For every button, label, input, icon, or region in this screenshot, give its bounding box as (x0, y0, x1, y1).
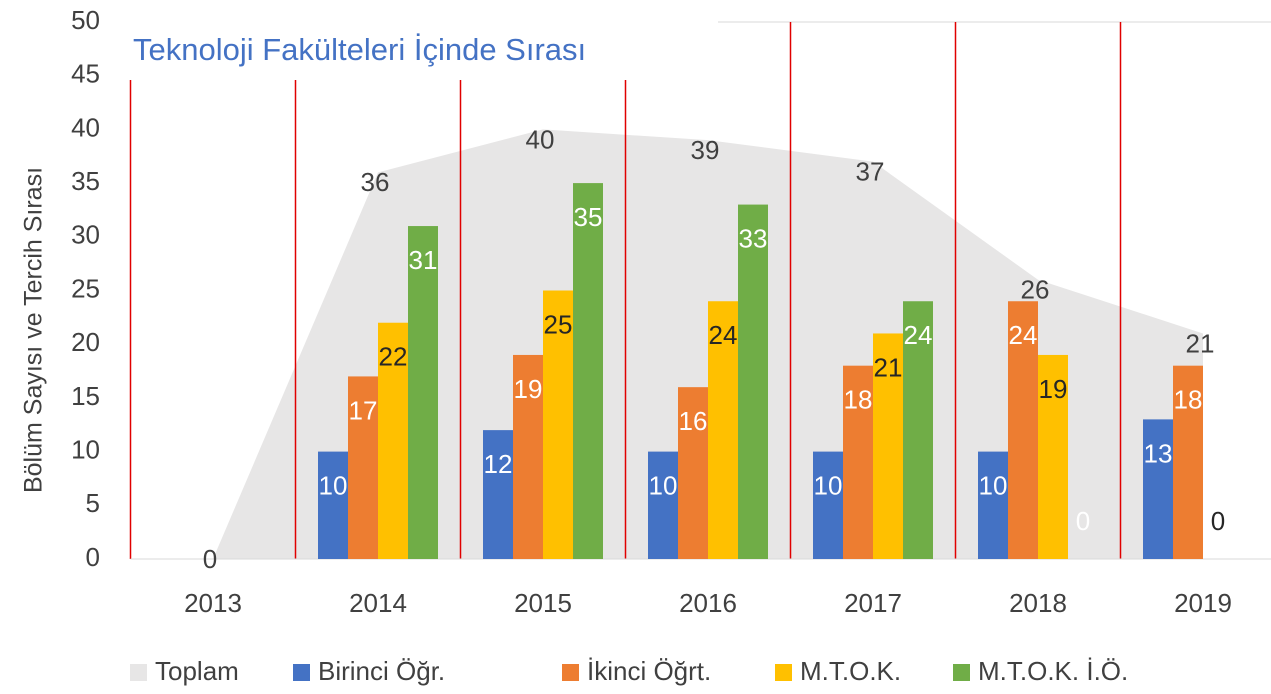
data-label: 33 (739, 223, 768, 253)
bar (1038, 354, 1068, 559)
data-label: 10 (319, 470, 348, 500)
bar (903, 301, 933, 559)
y-tick-label: 10 (71, 434, 100, 464)
data-label: 21 (1186, 328, 1215, 358)
data-label: 10 (979, 470, 1008, 500)
y-tick-label: 50 (71, 5, 100, 35)
legend-label: Birinci Öğr. (318, 656, 445, 686)
bar (813, 451, 843, 559)
y-tick-label: 15 (71, 381, 100, 411)
chart-title: Teknoloji Fakülteleri İçinde Sırası (133, 32, 586, 67)
x-tick-label: 2019 (1174, 588, 1232, 618)
bar (543, 290, 573, 559)
bar (513, 354, 543, 559)
bar (738, 204, 768, 559)
bar (708, 301, 738, 559)
data-label: 26 (1021, 275, 1050, 305)
legend-label: İkinci Öğrt. (587, 656, 711, 686)
bar (408, 226, 438, 559)
data-label: 12 (484, 449, 513, 479)
data-label: 40 (526, 124, 555, 154)
data-label: 19 (514, 374, 543, 404)
bar (648, 451, 678, 559)
x-tick-label: 2013 (184, 588, 242, 618)
data-label: 10 (649, 470, 678, 500)
legend-swatch (775, 664, 792, 681)
y-tick-label: 40 (71, 112, 100, 142)
data-label: 24 (709, 320, 738, 350)
bar (318, 451, 348, 559)
x-tick-label: 2014 (349, 588, 407, 618)
legend-label: M.T.O.K. (800, 656, 901, 686)
y-tick-label: 35 (71, 166, 100, 196)
data-label: 24 (1009, 320, 1038, 350)
bar (483, 430, 513, 559)
data-label: 22 (379, 342, 408, 372)
y-tick-label: 45 (71, 59, 100, 89)
data-label: 18 (844, 385, 873, 415)
x-tick-label: 2018 (1009, 588, 1067, 618)
legend-swatch (953, 664, 970, 681)
legend-swatch (562, 664, 579, 681)
legend-swatch (293, 664, 310, 681)
data-label: 0 (203, 544, 217, 574)
data-label: 19 (1039, 374, 1068, 404)
y-tick-label: 25 (71, 273, 100, 303)
bar (873, 333, 903, 559)
bar (978, 451, 1008, 559)
data-label: 31 (409, 245, 438, 275)
data-label: 17 (349, 395, 378, 425)
data-label: 24 (904, 320, 933, 350)
data-label: 35 (574, 202, 603, 232)
bar (1008, 301, 1038, 559)
bar (573, 183, 603, 559)
x-tick-label: 2017 (844, 588, 902, 618)
bar (1143, 419, 1173, 559)
x-tick-label: 2015 (514, 588, 572, 618)
data-label: 0 (1211, 506, 1225, 536)
data-label: 21 (874, 352, 903, 382)
y-tick-label: 30 (71, 220, 100, 250)
legend-label: Toplam (155, 656, 239, 686)
data-label: 16 (679, 406, 708, 436)
data-label: 0 (1076, 506, 1090, 536)
legend-label: M.T.O.K. İ.Ö. (978, 656, 1128, 686)
y-tick-label: 5 (86, 488, 100, 518)
data-label: 25 (544, 309, 573, 339)
bar (843, 365, 873, 559)
title-background (128, 23, 718, 79)
x-tick-label: 2016 (679, 588, 737, 618)
bar (348, 376, 378, 559)
bar (1173, 365, 1203, 559)
data-label: 36 (361, 167, 390, 197)
data-label: 37 (856, 156, 885, 186)
bar (378, 322, 408, 559)
legend-swatch (130, 664, 147, 681)
data-label: 13 (1144, 438, 1173, 468)
y-axis-label: Bölüm Sayısı ve Tercih Sırası (20, 167, 48, 493)
data-label: 18 (1174, 385, 1203, 415)
y-tick-label: 0 (86, 542, 100, 572)
bar (678, 387, 708, 559)
data-label: 39 (691, 135, 720, 165)
y-tick-label: 20 (71, 327, 100, 357)
data-label: 10 (814, 470, 843, 500)
